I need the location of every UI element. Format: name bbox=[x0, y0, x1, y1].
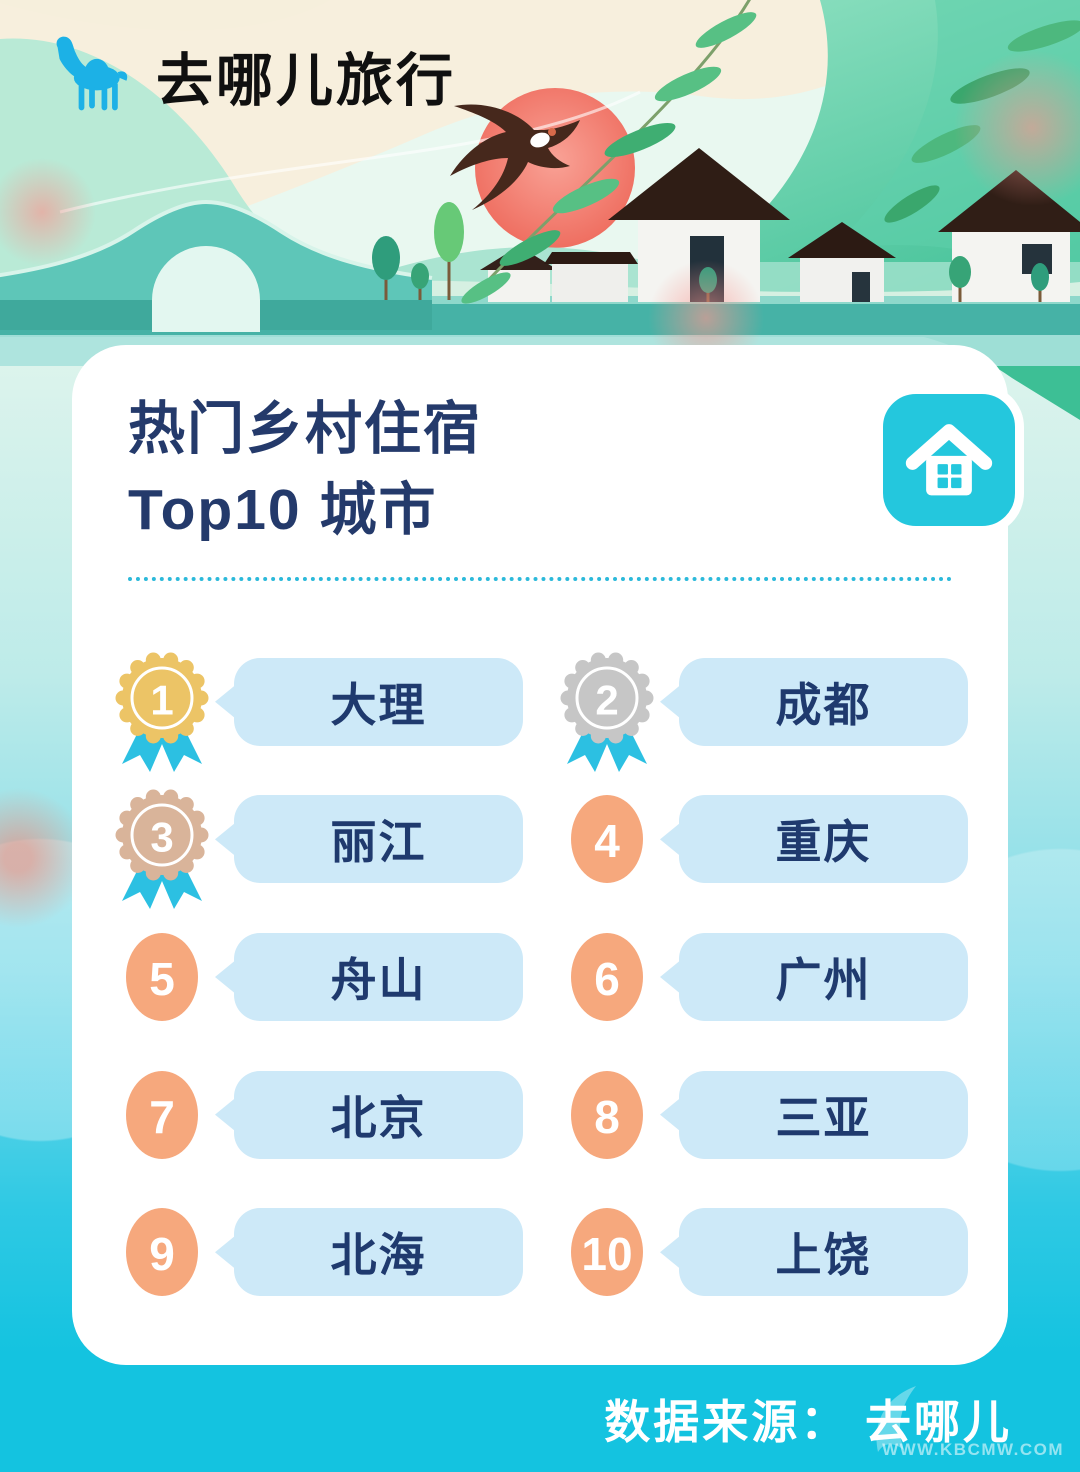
rank-circle: 5 bbox=[126, 932, 198, 1021]
logo-text: 去哪儿旅行 bbox=[156, 49, 456, 113]
rank-number: 6 bbox=[594, 953, 620, 1005]
circle-badge: 4 bbox=[557, 795, 657, 884]
data-source-text: 数据来源： 去哪儿 bbox=[604, 1395, 1012, 1448]
rank-number: 1 bbox=[150, 676, 173, 723]
rank-number: 7 bbox=[149, 1091, 175, 1143]
title-line-1: 热门乡村住宿 bbox=[128, 397, 482, 461]
medal-gold-badge: 1 bbox=[112, 652, 212, 772]
house-icon-tile bbox=[874, 385, 1024, 535]
city-pill: 重庆 bbox=[679, 795, 968, 884]
city-label: 北京 bbox=[330, 1091, 427, 1144]
rank-row: 2 成都 bbox=[557, 633, 968, 772]
rank-circle: 4 bbox=[571, 795, 643, 884]
rank-row: 5 舟山 bbox=[112, 908, 523, 1046]
rank-row: 9 北海 bbox=[112, 1183, 523, 1321]
brand-logo: 去哪儿旅行 bbox=[44, 34, 456, 118]
rank-number: 4 bbox=[594, 815, 620, 867]
rank-number: 9 bbox=[149, 1228, 175, 1280]
rank-number: 10 bbox=[581, 1228, 632, 1280]
city-label: 大理 bbox=[330, 678, 427, 731]
city-pill: 成都 bbox=[679, 657, 968, 746]
page-title: 热门乡村住宿 Top10 城市 bbox=[128, 389, 482, 551]
city-label: 上饶 bbox=[775, 1229, 872, 1282]
city-pill: 舟山 bbox=[234, 932, 523, 1021]
rank-row: 7 北京 bbox=[112, 1046, 523, 1184]
rank-number: 8 bbox=[594, 1091, 620, 1143]
city-pill: 北海 bbox=[234, 1208, 523, 1297]
medal-silver-badge: 2 bbox=[557, 652, 657, 772]
rank-row: 6 广州 bbox=[557, 908, 968, 1046]
circle-badge: 9 bbox=[112, 1208, 212, 1297]
medal-icon: 3 bbox=[115, 789, 209, 910]
ranking-card: 热门乡村住宿 Top10 城市 1 大理 bbox=[72, 345, 1024, 1365]
circle-badge: 5 bbox=[112, 932, 212, 1021]
medal-icon: 2 bbox=[560, 652, 654, 772]
rank-circle: 7 bbox=[126, 1070, 198, 1159]
city-label: 成都 bbox=[775, 678, 872, 731]
rank-row: 4 重庆 bbox=[557, 771, 968, 909]
rank-circle: 6 bbox=[571, 932, 643, 1021]
rank-number: 3 bbox=[150, 814, 173, 861]
house-icon bbox=[905, 424, 993, 496]
rank-number: 2 bbox=[595, 676, 618, 723]
city-pill: 大理 bbox=[234, 657, 523, 746]
circle-badge: 8 bbox=[557, 1070, 657, 1159]
medal-icon: 1 bbox=[115, 652, 209, 772]
cream-band bbox=[0, 0, 880, 294]
city-label: 三亚 bbox=[775, 1091, 872, 1144]
city-pill: 三亚 bbox=[679, 1070, 968, 1159]
medal-bronze-badge: 3 bbox=[112, 789, 212, 910]
rank-circle: 10 bbox=[571, 1208, 643, 1297]
rank-row: 1 大理 bbox=[112, 633, 523, 772]
title-line-2: Top10 城市 bbox=[128, 477, 438, 542]
city-pill: 丽江 bbox=[234, 795, 523, 884]
circle-badge: 7 bbox=[112, 1070, 212, 1159]
dotted-divider bbox=[128, 577, 952, 581]
city-label: 广州 bbox=[775, 953, 872, 1006]
city-label: 丽江 bbox=[330, 816, 427, 869]
rank-number: 5 bbox=[149, 953, 175, 1005]
footer-bar: 数据来源： 去哪儿 bbox=[0, 1365, 1080, 1472]
rank-row: 3 丽江 bbox=[112, 771, 523, 910]
watermark-url: WWW.KBCMW.COM bbox=[882, 1440, 1064, 1459]
rank-row: 10 上饶 bbox=[557, 1183, 968, 1321]
city-label: 舟山 bbox=[330, 953, 427, 1006]
circle-badge: 10 bbox=[557, 1208, 657, 1297]
white-curve bbox=[59, 90, 641, 214]
swallow-icon bbox=[450, 104, 580, 210]
bridge bbox=[0, 199, 433, 332]
rank-circle: 9 bbox=[126, 1208, 198, 1297]
ranking-grid: 1 大理 2 成都 3 丽江 4 重庆 5 舟山 6 广州 7 北京 8 三亚 … bbox=[112, 633, 968, 1321]
blush-right bbox=[954, 50, 1080, 206]
city-pill: 北京 bbox=[234, 1070, 523, 1159]
blush-left bbox=[0, 158, 96, 266]
city-pill: 广州 bbox=[679, 932, 968, 1021]
city-label: 北海 bbox=[330, 1229, 427, 1282]
watermark-swoosh-icon bbox=[876, 1386, 916, 1452]
camel-icon bbox=[56, 36, 128, 111]
rank-circle: 8 bbox=[571, 1070, 643, 1159]
rank-row: 8 三亚 bbox=[557, 1046, 968, 1184]
city-pill: 上饶 bbox=[679, 1208, 968, 1297]
city-label: 重庆 bbox=[775, 816, 872, 869]
circle-badge: 6 bbox=[557, 932, 657, 1021]
